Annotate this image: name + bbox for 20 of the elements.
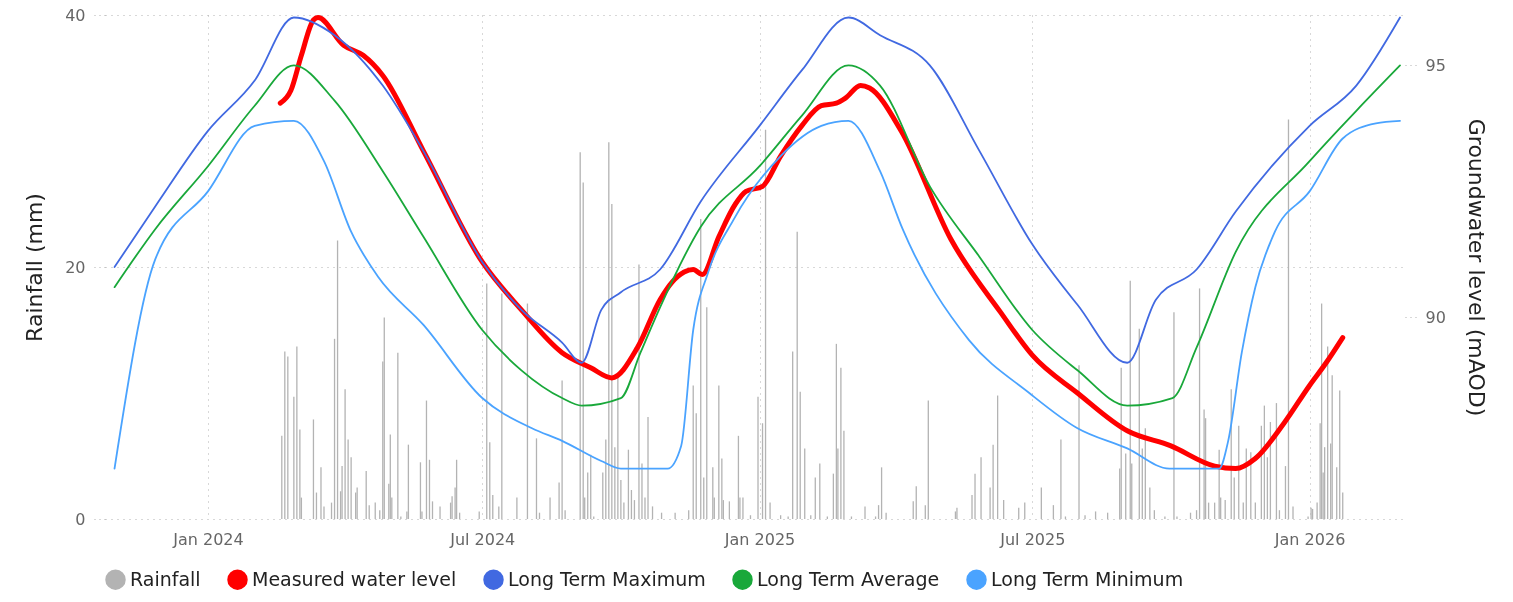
y-axis-title: Rainfall (mm) (22, 193, 48, 342)
y-tick-label: 20 (65, 257, 86, 277)
y2-tick-label: 90 (1425, 307, 1446, 327)
y-tick-label: 0 (75, 509, 86, 529)
legend-label: Long Term Maximum (508, 567, 706, 590)
y-tick-label: 40 (65, 5, 86, 25)
y2-tick-label: 95 (1425, 55, 1446, 75)
x-tick-label: Jul 2024 (449, 529, 516, 549)
legend-label: Long Term Minimum (991, 567, 1184, 590)
x-tick-label: Jan 2024 (172, 529, 244, 549)
legend-label: Long Term Average (757, 567, 940, 590)
x-tick-label: Jan 2025 (723, 529, 796, 549)
y2-axis-title: Groundwater level (mAOD) (1463, 118, 1489, 417)
line-series (113, 119, 1401, 470)
x-tick-label: Jul 2025 (999, 529, 1066, 549)
line-series (113, 16, 1401, 364)
legend-label: Measured water level (252, 567, 457, 590)
x-tick-label: Jan 2026 (1273, 529, 1346, 549)
legend-label: Rainfall (130, 567, 201, 590)
line-series (113, 64, 1401, 407)
